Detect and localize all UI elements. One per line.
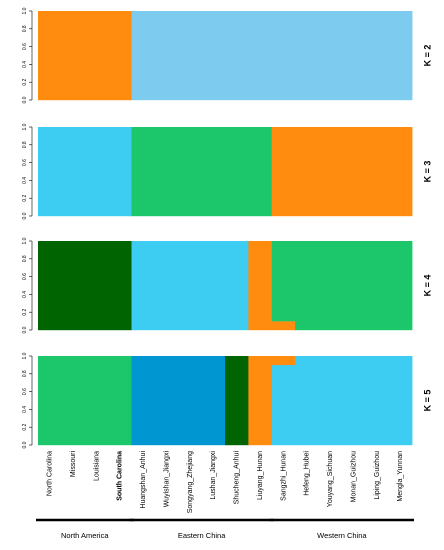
bar-k4-seg2-layer0: [248, 241, 273, 331]
category-label: Louisiana: [93, 451, 100, 481]
y-tick-label: 0.4: [22, 406, 28, 413]
bar-k4-seg3-layer0: [271, 321, 296, 331]
y-tick-label: 0.4: [22, 177, 28, 184]
bar-k3-seg0-layer0: [38, 127, 132, 217]
y-tick-label: 0.2: [22, 424, 28, 431]
bar-k2-seg1-layer0: [131, 11, 413, 101]
panel-label-k4: K = 4: [422, 275, 432, 297]
category-label: Wuyishan_Jiangxi: [163, 451, 170, 508]
y-tick-label: 0.8: [22, 141, 28, 148]
category-label: Sangzhi_Hunan: [280, 451, 287, 501]
y-tick-label: 0.2: [22, 309, 28, 316]
y-tick-label: 0.6: [22, 388, 28, 395]
category-label: Shucheng_Anhui: [234, 451, 241, 505]
panel-label-k5: K = 5: [422, 390, 432, 412]
bar-k5-seg4-layer1: [271, 356, 296, 366]
group-label: Western China: [317, 531, 367, 540]
y-tick-label: 0.2: [22, 79, 28, 86]
y-tick-label: 0.8: [22, 255, 28, 262]
y-tick-label: 0.0: [22, 441, 28, 448]
bar-k5-seg3-layer0: [248, 356, 273, 446]
bar-k4-seg0-layer0: [38, 241, 132, 331]
y-tick-label: 1.0: [22, 123, 28, 130]
category-label: Liuyang_Hunan: [257, 451, 264, 500]
y-tick-label: 0.6: [22, 273, 28, 280]
category-label: Mengla_Yunnan: [397, 451, 404, 502]
category-label: Huangshan_Anhui: [140, 451, 147, 509]
category-label: Youyang_Sichuan: [327, 451, 334, 507]
category-label: Lushan_Jiangxi: [210, 451, 217, 500]
bar-k2-seg0-layer0: [38, 11, 132, 101]
group-label: North America: [61, 531, 109, 540]
category-label: Hefeng_Hubei: [304, 451, 311, 496]
y-tick-label: 1.0: [22, 237, 28, 244]
y-tick-label: 1.0: [22, 7, 28, 14]
bar-k3-seg2-layer0: [271, 127, 413, 217]
category-label: Missouri: [70, 451, 77, 478]
bar-k3-seg1-layer0: [131, 127, 273, 217]
y-tick-label: 0.4: [22, 61, 28, 68]
category-label: Songyang_Zhejiang: [187, 451, 194, 513]
category-label: South Carolina: [117, 451, 124, 501]
category-label: Liping_Guizhou: [374, 451, 381, 500]
bar-k4-seg1-layer0: [131, 241, 249, 331]
bar-k5-seg2-layer0: [225, 356, 249, 446]
panel-label-k3: K = 3: [422, 161, 432, 183]
bar-k5-seg0-layer0: [38, 356, 132, 446]
group-label: Eastern China: [178, 531, 226, 540]
bar-k4-seg4-layer0: [295, 241, 413, 331]
y-tick-label: 0.2: [22, 195, 28, 202]
bar-k5-seg5-layer0: [295, 356, 413, 446]
y-tick-label: 0.8: [22, 370, 28, 377]
y-tick-label: 0.4: [22, 291, 28, 298]
y-tick-label: 0.0: [22, 96, 28, 103]
y-tick-label: 0.8: [22, 25, 28, 32]
panel-label-k2: K = 2: [422, 45, 432, 67]
bar-k4-seg3-layer1: [271, 241, 296, 322]
y-tick-label: 1.0: [22, 352, 28, 359]
y-tick-label: 0.0: [22, 326, 28, 333]
bar-k5-seg1-layer0: [131, 356, 226, 446]
category-label: North Carolina: [47, 451, 54, 496]
y-tick-label: 0.6: [22, 43, 28, 50]
category-label: Monan_Guizhou: [350, 451, 357, 502]
y-tick-label: 0.6: [22, 159, 28, 166]
y-tick-label: 0.0: [22, 212, 28, 219]
bar-k5-seg4-layer0: [271, 364, 296, 446]
